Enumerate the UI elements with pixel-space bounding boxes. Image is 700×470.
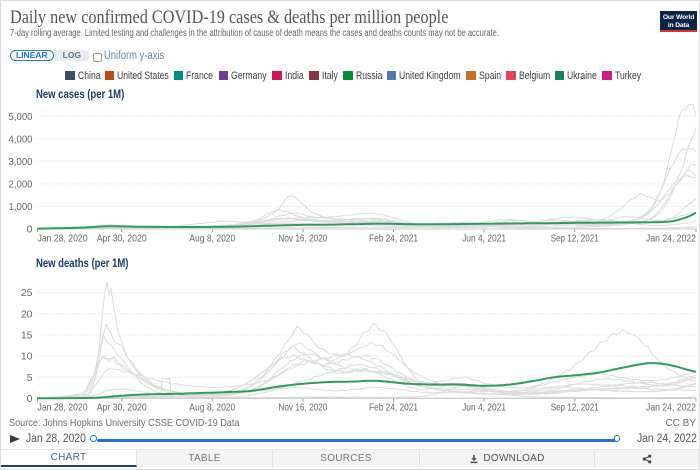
svg-text:25: 25 [21, 287, 33, 299]
svg-text:Jun 4, 2021: Jun 4, 2021 [462, 402, 506, 414]
svg-text:Aug 8, 2020: Aug 8, 2020 [189, 402, 235, 414]
svg-text:0: 0 [27, 393, 33, 405]
svg-text:Jun 4, 2021: Jun 4, 2021 [462, 233, 506, 245]
svg-text:Nov 16, 2020: Nov 16, 2020 [278, 233, 327, 245]
svg-text:2,000: 2,000 [9, 179, 33, 191]
svg-text:4,000: 4,000 [9, 133, 33, 145]
svg-text:Aug 8, 2020: Aug 8, 2020 [189, 233, 235, 245]
svg-text:Sep 12, 2021: Sep 12, 2021 [551, 233, 599, 245]
svg-text:Apr 30, 2020: Apr 30, 2020 [97, 233, 147, 245]
svg-text:Jan 28, 2020: Jan 28, 2020 [38, 402, 88, 414]
svg-text:Jan 24, 2022: Jan 24, 2022 [646, 233, 696, 245]
svg-text:0: 0 [27, 224, 33, 236]
svg-text:3,000: 3,000 [9, 156, 33, 168]
svg-text:5,000: 5,000 [9, 111, 33, 123]
svg-text:Sep 12, 2021: Sep 12, 2021 [551, 402, 599, 414]
svg-text:1,000: 1,000 [9, 201, 33, 213]
svg-text:10: 10 [21, 351, 33, 363]
svg-text:15: 15 [21, 330, 33, 342]
svg-text:Feb 24, 2021: Feb 24, 2021 [369, 402, 418, 414]
svg-text:20: 20 [21, 308, 33, 320]
svg-text:Apr 30, 2020: Apr 30, 2020 [97, 402, 147, 414]
svg-text:Nov 16, 2020: Nov 16, 2020 [278, 402, 327, 414]
svg-text:5: 5 [27, 372, 33, 384]
svg-text:Jan 24, 2022: Jan 24, 2022 [646, 402, 696, 414]
svg-text:Jan 28, 2020: Jan 28, 2020 [38, 233, 88, 245]
svg-text:Feb 24, 2021: Feb 24, 2021 [369, 233, 418, 245]
